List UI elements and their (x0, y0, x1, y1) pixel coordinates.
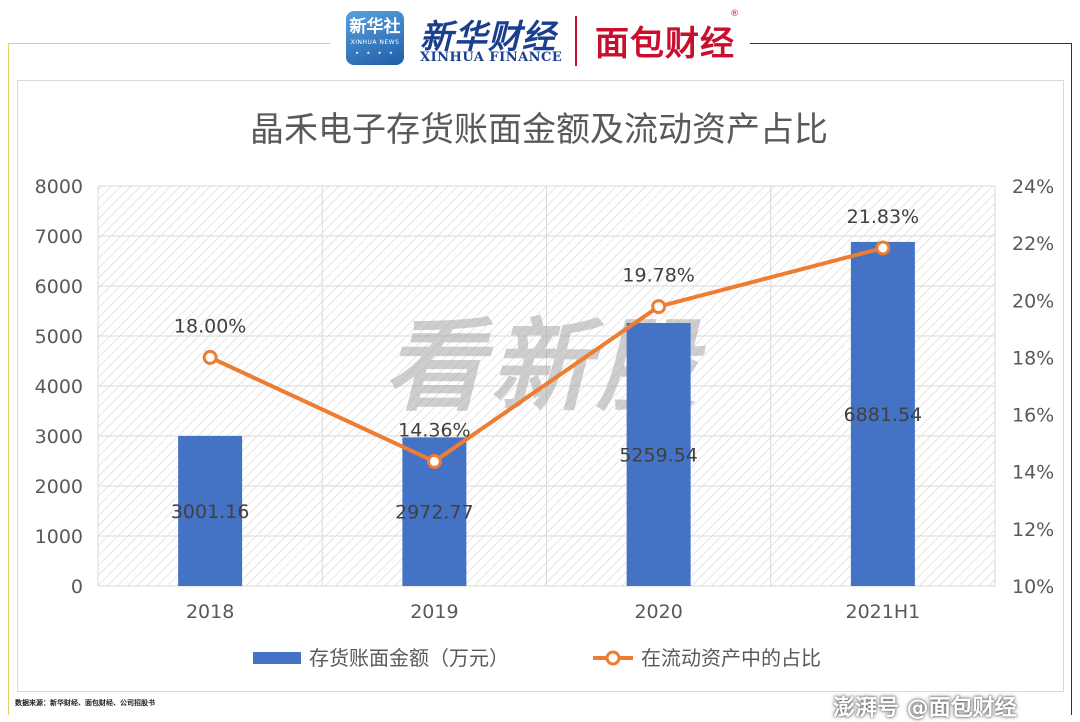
y-left-tick-label: 6000 (35, 276, 83, 298)
header: 新华社 XINHUA NEWS • • • • 新华财经 XINHUA FINA… (0, 0, 1080, 75)
line-value-label: 14.36% (398, 419, 470, 441)
x-tick-label: 2019 (410, 601, 458, 623)
y-left-tick-label: 7000 (35, 226, 83, 248)
frame-line-right (1071, 43, 1072, 715)
bar-value-label: 5259.54 (619, 445, 698, 467)
y-right-tick-label: 20% (1012, 290, 1054, 312)
bar (850, 241, 915, 586)
line-point (875, 240, 891, 256)
bar-value-label: 6881.54 (844, 404, 923, 426)
chart-frame: 晶禾电子存货账面金额及流动资产占比 看新股 3001.16 2972.77 5259… (17, 80, 1064, 692)
legend-line-label: 在流动资产中的占比 (641, 646, 821, 670)
legend-bar-label: 存货账面金额（万元） (309, 646, 509, 670)
data-source-note: 数据来源：新华财经、面包财经、公司招股书 (15, 699, 155, 707)
line-value-label: 18.00% (174, 315, 246, 337)
xinhua-logo-subtext: XINHUA NEWS (350, 39, 400, 46)
line-value-label: 19.78% (622, 265, 694, 287)
chart: 晶禾电子存货账面金额及流动资产占比 看新股 3001.16 2972.775259… (35, 110, 1055, 670)
line-value-label: 21.83% (847, 206, 919, 228)
header-divider-left (8, 43, 330, 44)
y-right-tick-label: 16% (1012, 405, 1054, 427)
xinhua-news-logo: 新华社 XINHUA NEWS • • • • (346, 11, 404, 65)
xinhua-finance-logo: 新华财经 (420, 17, 556, 56)
bar (178, 435, 243, 586)
y-right-tick-label: 14% (1012, 462, 1054, 484)
logo-separator (575, 16, 577, 66)
chart-title: 晶禾电子存货账面金额及流动资产占比 (250, 110, 828, 150)
xinhua-logo-text: 新华社 (349, 17, 401, 37)
y-left-tick-label: 5000 (35, 326, 83, 348)
bar-value-label: 2972.77 (395, 502, 474, 524)
y-right-tick-label: 18% (1012, 347, 1054, 369)
y-left-tick-label: 1000 (35, 526, 83, 548)
x-tick-label: 2020 (634, 601, 682, 623)
xinhua-finance-english: XINHUA FINANCE (420, 50, 563, 65)
y-left-tick-label: 2000 (35, 476, 83, 498)
y-left-tick-label: 4000 (35, 376, 83, 398)
x-tick-label: 2021H1 (846, 601, 921, 623)
bar-value-label: 3001.16 (171, 501, 250, 523)
line-point (426, 453, 442, 469)
x-tick-label: 2018 (186, 601, 234, 623)
globe-icon: • • • • (354, 49, 396, 58)
registered-mark: ® (730, 9, 739, 19)
mianbao-finance-logo: 面包财经 (595, 24, 735, 64)
bar (626, 323, 691, 586)
header-divider-right (750, 43, 1072, 44)
platform-watermark: 澎湃号 @面包财经 (833, 696, 1017, 721)
line-series-path (209, 246, 884, 464)
y-left-tick-label: 3000 (35, 426, 83, 448)
y-right-tick-label: 12% (1012, 519, 1054, 541)
y-right-tick-label: 24% (1012, 176, 1054, 198)
y-right-tick-label: 22% (1012, 233, 1054, 255)
y-right-tick-label: 10% (1012, 576, 1054, 598)
frame-line-left (8, 43, 9, 715)
legend-bar-swatch (253, 652, 301, 664)
y-left-tick-label: 8000 (35, 176, 83, 198)
line-point (651, 299, 667, 315)
y-left-tick-label: 0 (71, 576, 83, 598)
legend-line-marker (605, 650, 621, 666)
line-point (202, 349, 218, 365)
